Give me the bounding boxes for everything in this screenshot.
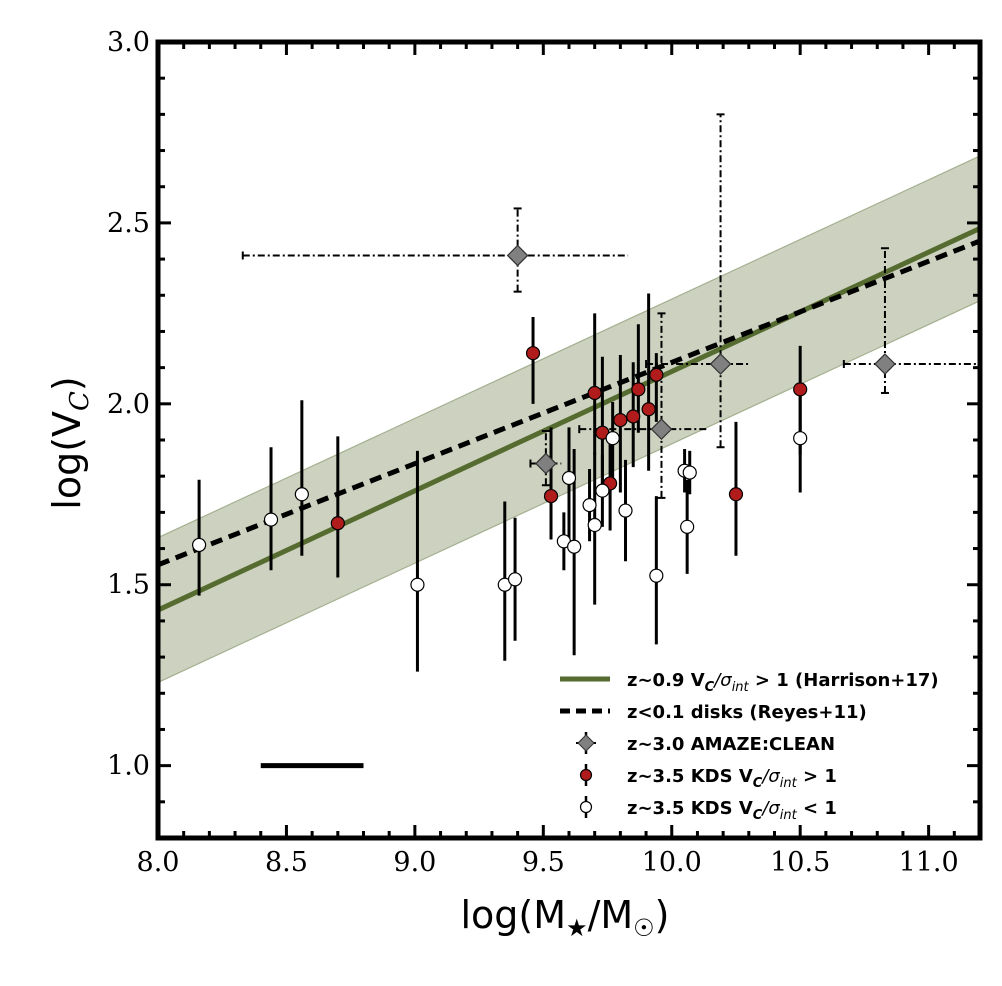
legend-swatch-kds-red bbox=[579, 768, 593, 782]
legend-label: z∼3.0 AMAZE:CLEAN bbox=[627, 734, 835, 755]
data-point bbox=[631, 382, 646, 397]
data-point bbox=[567, 539, 582, 554]
data-point bbox=[605, 431, 620, 446]
data-markers bbox=[192, 244, 896, 592]
x-tick-label: 9.0 bbox=[393, 847, 436, 878]
data-point bbox=[587, 385, 602, 401]
legend-label: z∼3.5 KDS VC/σint > 1 bbox=[627, 766, 837, 791]
data-point bbox=[506, 244, 529, 267]
data-point bbox=[793, 382, 808, 397]
legend-label: z<0.1 disks (Reyes+11) bbox=[627, 702, 867, 723]
data-point bbox=[330, 516, 345, 531]
data-point bbox=[618, 503, 633, 518]
data-point bbox=[561, 470, 577, 486]
x-tick-label: 8.0 bbox=[137, 847, 180, 878]
data-point bbox=[728, 487, 744, 502]
y-tick-label: 2.0 bbox=[107, 389, 150, 420]
y-axis-title: log(VC) bbox=[45, 376, 95, 509]
x-axis-title: log(M★/M☉) bbox=[461, 893, 670, 942]
data-point bbox=[649, 367, 664, 382]
data-point bbox=[874, 353, 896, 375]
data-point bbox=[649, 568, 664, 583]
data-point bbox=[613, 413, 628, 428]
data-point bbox=[263, 512, 279, 527]
legend-label: z∼0.9 VC/σint > 1 (Harrison+17) bbox=[627, 670, 939, 695]
y-tick-label: 1.0 bbox=[107, 751, 150, 782]
harrison-fit-line bbox=[158, 226, 980, 613]
data-point bbox=[641, 402, 656, 417]
legend-label: z∼3.5 KDS VC/σint < 1 bbox=[627, 798, 837, 823]
data-point bbox=[525, 346, 541, 361]
data-point bbox=[192, 537, 207, 553]
data-point bbox=[595, 483, 610, 498]
data-point bbox=[535, 452, 557, 475]
data-point bbox=[650, 418, 673, 440]
data-point bbox=[587, 517, 602, 533]
data-point bbox=[410, 577, 425, 592]
data-point bbox=[709, 353, 732, 375]
data-point bbox=[294, 487, 309, 502]
tick-labels: 8.0 8.5 9.0 9.5 10.0 10.5 11.0 1.0 1.5 2.0 2.5 3.0 bbox=[107, 27, 959, 878]
y-tick-label: 1.5 bbox=[107, 570, 150, 601]
data-point bbox=[682, 465, 697, 480]
y-tick-label: 3.0 bbox=[107, 27, 150, 58]
reyes-fit-line bbox=[158, 238, 980, 568]
data-point bbox=[626, 409, 641, 424]
data-point bbox=[680, 519, 695, 534]
x-tick-label: 8.5 bbox=[265, 847, 308, 878]
legend-swatch-kds-white bbox=[579, 800, 593, 814]
x-tick-label: 10.5 bbox=[770, 847, 830, 878]
data-point bbox=[793, 431, 808, 446]
y-tick-label: 2.5 bbox=[107, 208, 150, 239]
fit-lines bbox=[158, 226, 980, 769]
data-point bbox=[543, 488, 559, 504]
x-tick-label: 9.5 bbox=[522, 847, 565, 878]
error-bars bbox=[197, 113, 980, 672]
data-point bbox=[582, 498, 597, 513]
x-tick-label: 11.0 bbox=[899, 847, 959, 878]
legend-swatch-amaze bbox=[577, 734, 595, 752]
legend: z∼0.9 VC/σint > 1 (Harrison+17) z<0.1 dis… bbox=[560, 670, 939, 823]
axes-frame bbox=[155, 39, 983, 841]
data-point bbox=[507, 572, 523, 587]
x-tick-label: 10.0 bbox=[642, 847, 702, 878]
